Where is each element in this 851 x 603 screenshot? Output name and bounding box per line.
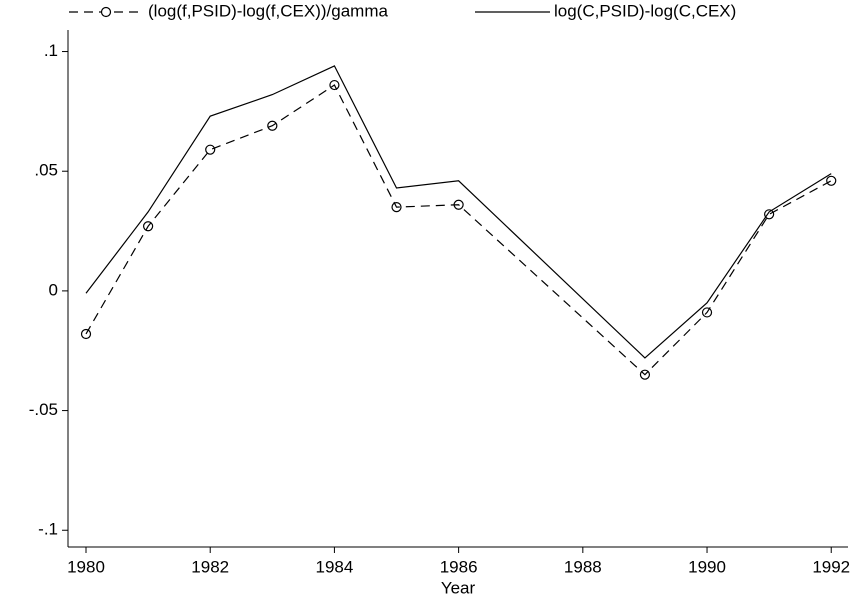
data-point [143, 221, 154, 232]
data-point [329, 79, 340, 91]
legend-label: log(C,PSID)-log(C,CEX) [554, 1, 736, 20]
data-point [267, 120, 278, 131]
series-line [85, 65, 832, 359]
data-point [764, 209, 775, 220]
y-tick-label: .05 [34, 161, 58, 180]
y-tick-label: 0 [49, 280, 58, 299]
x-tick-label: 1984 [316, 557, 354, 576]
data-point [391, 202, 402, 213]
x-tick-label: 1992 [812, 557, 850, 576]
data-point [826, 175, 837, 186]
x-axis-label: Year [441, 578, 476, 597]
data-point [80, 328, 92, 340]
x-tick-label: 1988 [564, 557, 602, 576]
y-tick-label: .1 [44, 41, 58, 60]
series-line [85, 84, 832, 376]
data-point [639, 369, 651, 380]
x-tick-label: 1990 [688, 557, 726, 576]
y-tick-label: -.1 [38, 520, 58, 539]
x-tick-label: 1986 [440, 557, 478, 576]
y-tick-label: -.05 [29, 400, 58, 419]
data-point [453, 199, 464, 210]
legend-marker [100, 6, 112, 18]
x-tick-label: 1980 [67, 557, 105, 576]
data-point [701, 307, 713, 318]
x-tick-label: 1982 [191, 557, 229, 576]
legend-label: (log(f,PSID)-log(f,CEX))/gamma [148, 1, 388, 20]
data-point [205, 144, 216, 155]
